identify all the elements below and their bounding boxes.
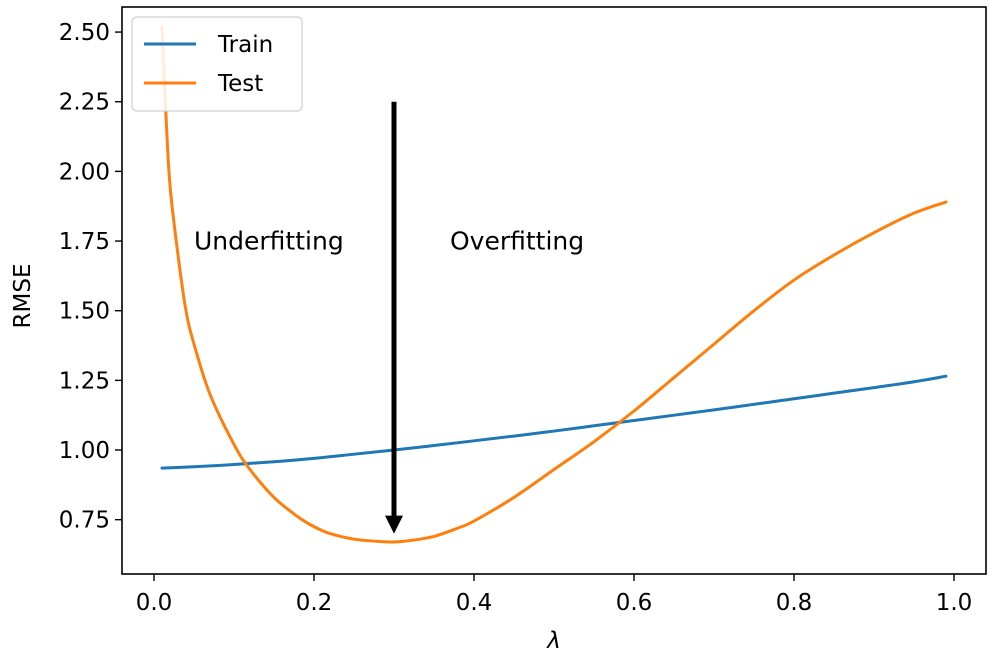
legend-box	[131, 16, 303, 112]
x-tick-label: 0.2	[296, 590, 333, 616]
x-axis: 0.0 0.2 0.4 0.6 0.8 1.0	[136, 574, 973, 616]
annotation-underfitting: Underfitting	[194, 226, 344, 255]
legend-label-test: Test	[217, 71, 263, 97]
y-tick-label: 0.75	[59, 508, 110, 534]
y-tick-label: 2.50	[59, 20, 110, 46]
x-tick-label: 0.4	[456, 590, 493, 616]
y-tick-label: 2.25	[59, 90, 110, 116]
legend: Train Test	[131, 16, 303, 112]
y-tick-label: 1.25	[59, 368, 110, 394]
series-line-train	[160, 374, 948, 470]
series-line-test	[160, 25, 948, 544]
plot-area: Underfitting Overfitting	[160, 25, 948, 544]
x-tick-label: 0.8	[776, 590, 813, 616]
x-tick-label: 0.6	[616, 590, 653, 616]
x-axis-label: λ	[545, 628, 561, 654]
y-axis-label: RMSE	[10, 264, 36, 329]
x-tick-label: 0.0	[136, 590, 173, 616]
y-axis: 0.75 1.00 1.25 1.50 1.75 2.00 2.25 2.50	[59, 20, 122, 534]
y-tick-label: 1.00	[59, 438, 110, 464]
legend-label-train: Train	[217, 32, 273, 58]
y-tick-label: 1.50	[59, 299, 110, 325]
arrow-head	[385, 515, 403, 534]
x-tick-label: 1.0	[936, 590, 973, 616]
y-tick-label: 1.75	[59, 229, 110, 255]
y-tick-label: 2.00	[59, 159, 110, 185]
axes-frame	[121, 6, 987, 575]
annotation-overfitting: Overfitting	[450, 226, 584, 255]
